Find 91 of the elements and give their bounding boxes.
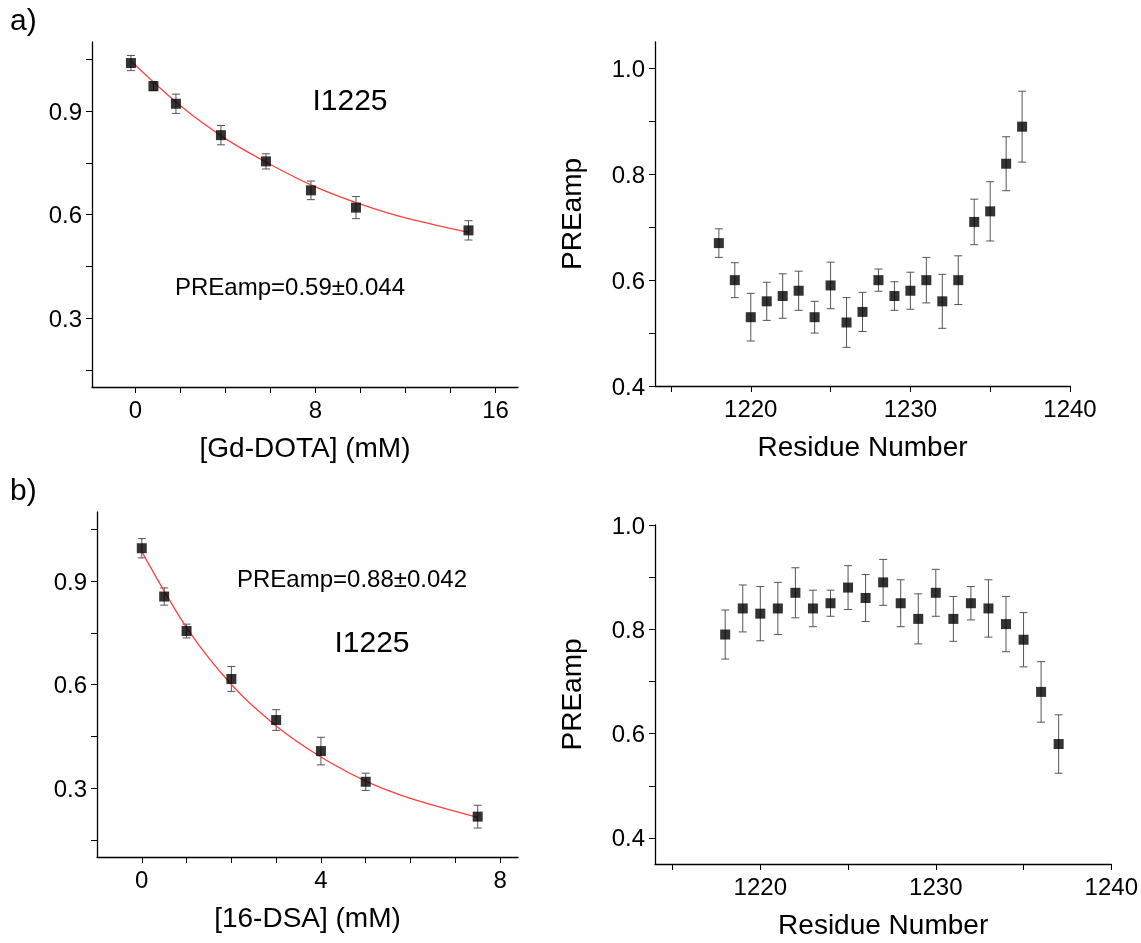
point [350, 202, 361, 213]
y-tick-label: 0.4 [611, 372, 645, 400]
x-axis-title: [16-DSA] (mM) [214, 901, 401, 933]
y-tick-label: 0.6 [53, 671, 87, 698]
point [1001, 619, 1011, 630]
x-tick-label: 1240 [1043, 394, 1097, 422]
y-tick-label: 0.9 [48, 97, 82, 125]
text: b) [10, 472, 37, 506]
point [860, 593, 871, 604]
y-tick-label: 0.9 [53, 567, 87, 595]
point [809, 312, 820, 323]
y-tick-label: 1.0 [611, 54, 645, 82]
annotation: I1225 [334, 624, 410, 658]
point [777, 291, 788, 302]
point [937, 296, 948, 307]
point [913, 613, 924, 624]
y-tick-label: 0.6 [48, 201, 82, 228]
point [315, 746, 326, 757]
x-tick-label: 16 [482, 395, 509, 423]
point [790, 587, 801, 598]
point [905, 285, 916, 296]
point [889, 291, 900, 302]
x-tick-label: 8 [493, 865, 507, 893]
x-tick-label: 1240 [1084, 872, 1138, 900]
point [807, 603, 818, 614]
point [1053, 739, 1064, 750]
y-tick-label: 0.6 [611, 266, 645, 294]
y-tick-label: 0.3 [48, 304, 82, 332]
text: a) [10, 2, 37, 36]
annotation: PREamp=0.59±0.044 [175, 272, 405, 300]
x-axis-title: Residue Number [778, 908, 989, 940]
y-tick-label: 0.6 [611, 720, 645, 748]
point [729, 275, 740, 286]
point [720, 629, 731, 640]
point [948, 613, 959, 624]
y-tick-label: 0.3 [53, 774, 87, 802]
point [930, 587, 941, 598]
x-tick-label: 1230 [883, 394, 938, 422]
point [159, 591, 170, 602]
y-axis-title: PREamp [555, 157, 587, 271]
point [215, 130, 226, 141]
y-tick-label: 0.8 [611, 160, 645, 188]
point [125, 58, 136, 69]
y-tick-label: 1.0 [611, 511, 645, 539]
point [793, 285, 804, 296]
point [472, 811, 483, 822]
point [463, 225, 474, 236]
point [737, 603, 748, 614]
x-axis-title: [Gd-DOTA] (mM) [199, 431, 411, 463]
point [1017, 121, 1028, 132]
point [136, 543, 147, 554]
x-tick-label: 1230 [909, 872, 963, 900]
point [953, 275, 964, 286]
y-tick-label: 0.4 [611, 824, 645, 852]
x-tick-label: 1220 [724, 394, 778, 422]
point [360, 776, 371, 787]
x-tick-label: 8 [308, 395, 323, 423]
point [985, 206, 996, 217]
point [271, 715, 282, 726]
point [1036, 686, 1047, 697]
annotation: I1225 [312, 82, 388, 116]
point [745, 312, 756, 323]
point [825, 598, 836, 609]
point [895, 598, 906, 609]
point [1018, 634, 1029, 645]
point [170, 98, 181, 109]
point [825, 280, 836, 291]
point [226, 673, 237, 684]
x-tick-label: 4 [314, 865, 328, 893]
point [755, 608, 766, 619]
point [843, 582, 854, 593]
point [921, 275, 932, 286]
point [772, 603, 783, 614]
point [969, 216, 980, 227]
point [761, 296, 772, 307]
point [713, 238, 724, 249]
x-tick-label: 0 [128, 395, 143, 423]
x-axis-title: Residue Number [757, 430, 968, 462]
point [1001, 158, 1012, 169]
y-axis-title: PREamp [555, 638, 587, 751]
point [873, 275, 884, 286]
point [841, 317, 852, 328]
x-tick-label: 0 [135, 865, 149, 893]
point [965, 598, 976, 609]
point [305, 185, 316, 196]
point [857, 306, 868, 317]
point [983, 603, 994, 614]
x-tick-label: 1220 [733, 872, 787, 900]
y-tick-label: 0.8 [611, 615, 645, 643]
point [878, 577, 889, 588]
annotation: PREamp=0.88±0.042 [237, 564, 467, 592]
